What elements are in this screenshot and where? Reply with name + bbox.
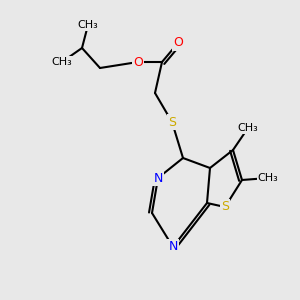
Text: CH₃: CH₃ xyxy=(52,57,72,67)
Text: CH₃: CH₃ xyxy=(238,123,258,133)
Text: O: O xyxy=(133,56,143,68)
Text: N: N xyxy=(168,241,178,254)
Text: S: S xyxy=(221,200,229,214)
Text: S: S xyxy=(168,116,176,128)
Text: O: O xyxy=(173,37,183,50)
Text: N: N xyxy=(153,172,163,184)
Text: CH₃: CH₃ xyxy=(258,173,278,183)
Text: CH₃: CH₃ xyxy=(78,20,98,30)
